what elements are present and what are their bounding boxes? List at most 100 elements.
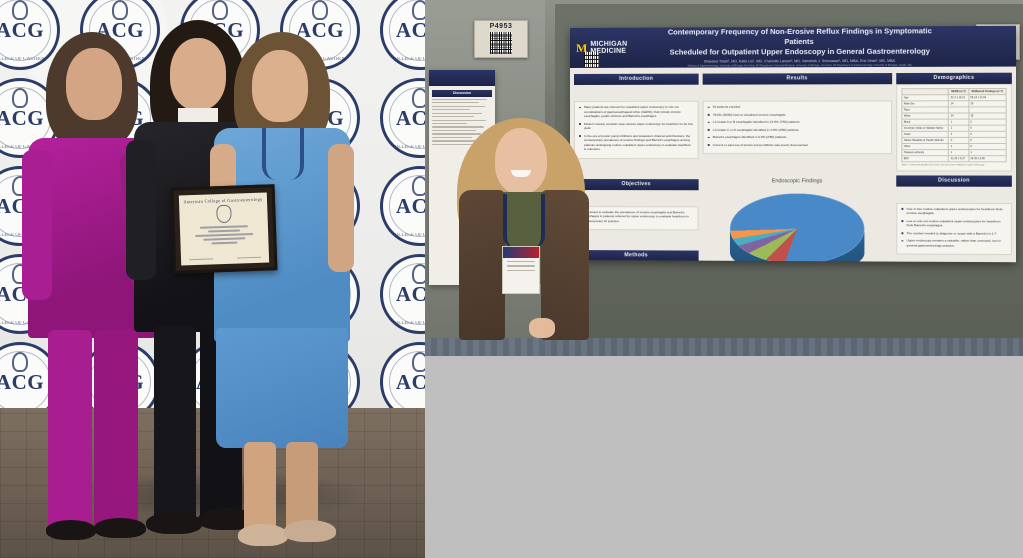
- leg-left: [48, 330, 92, 530]
- section-introduction: Introduction Many patients are referred …: [573, 73, 699, 175]
- poster-affiliations: ¹Division of Gastroenterology, Universit…: [687, 64, 912, 68]
- acg-logo: ACGAMERICAN COLLEGE OF GASTROENTEROLOGY: [0, 0, 60, 70]
- poster-presenter: [455, 112, 589, 356]
- shoe-right: [198, 508, 256, 530]
- face: [66, 48, 122, 120]
- section-objectives: Objectives We aimed to evaluate the prev…: [573, 178, 699, 247]
- lanyard: [503, 194, 545, 248]
- research-poster: M MICHIGAN MEDICINE Contemporary Frequen…: [570, 25, 1017, 263]
- bullet-item: LA Grade C or D esophagitis identified i…: [708, 127, 887, 132]
- conference-badge: [502, 246, 540, 294]
- certificate-mat: American College of Gastroenterology: [178, 192, 270, 266]
- section-heading: Demographics: [896, 72, 1012, 85]
- bullet-item: Current or past use of proton pump inhib…: [708, 143, 887, 148]
- arm-left: [126, 140, 156, 280]
- poster-column-left: Introduction Many patients are referred …: [573, 73, 699, 263]
- bullet-item: Upper endoscopy remains a valuable, rath…: [901, 238, 1006, 248]
- poster-column-center: Results 50 patients enrolled. 78.0% (39/5…: [702, 73, 893, 263]
- bullet-item: The number needed to diagnose or scope w…: [901, 231, 1006, 236]
- chart-title: Endoscopic Findings: [771, 178, 823, 185]
- poster-column-right: Demographics NERD (n=?) EE/Barrett Findin…: [896, 72, 1012, 258]
- poster-session-photo: P4953 P4954 Discussion M MICHIGAN MEDICI…: [425, 0, 1023, 356]
- demographics-table: NERD (n=?) EE/Barrett Findings (n=?) Age 51…: [901, 88, 1007, 162]
- arm-right: [328, 144, 354, 272]
- lanyard: [262, 128, 304, 180]
- bullet-item: We aimed to evaluate the prevalence of e…: [579, 210, 694, 224]
- poster-title-line2: Scheduled for Outpatient Upper Endoscopy…: [669, 46, 930, 57]
- badge-header: [503, 247, 539, 258]
- placard-number: P4953: [489, 23, 513, 30]
- adjacent-poster-body-lines: [429, 98, 495, 146]
- shoe-left: [146, 512, 202, 534]
- leg-right: [94, 330, 138, 530]
- shoe-left: [238, 524, 288, 546]
- section-body: We aimed to evaluate the prevalence of e…: [573, 205, 699, 231]
- acg-logo: ACGAMERICAN COLLEGE OF GASTROENTEROLOGY: [380, 254, 425, 334]
- shoe-left: [46, 520, 96, 540]
- table-row: BMI 31.25 ± 9.27 29.39 ± 5.86: [901, 155, 1007, 162]
- table-cell: BMI: [901, 155, 949, 162]
- pie-chart: [703, 187, 892, 263]
- bullet-item: Modern society consider open access uppe…: [579, 122, 694, 131]
- acg-logo: ACGAMERICAN COLLEGE OF GASTROENTEROLOGY: [380, 0, 425, 70]
- institution-name: MICHIGAN MEDICINE: [590, 40, 628, 55]
- table-cell: 29.39 ± 5.86: [968, 155, 1007, 162]
- person-blue-dress: [210, 28, 370, 558]
- section-heading: Objectives: [573, 178, 699, 191]
- bullet-item: In the era of proton pump inhibitors and…: [579, 134, 694, 152]
- acg-award-ceremony-photo: ACGAMERICAN COLLEGE OF GASTROENTEROLOGY A…: [0, 0, 425, 558]
- bullet-item: Many patients are referred for outpatien…: [579, 105, 694, 119]
- pie-3d: [729, 187, 865, 263]
- leg-left: [244, 442, 276, 540]
- michigan-medicine-logo: M MICHIGAN MEDICINE: [570, 41, 656, 55]
- table-cell: 31.25 ± 9.27: [948, 155, 969, 162]
- bullet-item: Low or rule-out routine outpatient upper…: [901, 219, 1006, 228]
- section-discussion: Discussion One in four routine outpatien…: [896, 174, 1012, 262]
- jacket-left: [459, 190, 505, 340]
- poster-title-block: Contemporary Frequency of Non-Erosive Re…: [656, 26, 1016, 68]
- endoscopic-findings-chart: Endoscopic Findings NERDLA Grade ALA Gra…: [703, 174, 892, 263]
- section-heading: Discussion: [896, 174, 1012, 187]
- certificate-arch-text: American College of Gastroenterology: [183, 196, 263, 205]
- section-body: NERD (n=?) EE/Barrett Findings (n=?) Age 51…: [896, 84, 1012, 172]
- section-heading: Results: [702, 73, 893, 85]
- jacket-right: [541, 190, 589, 340]
- certificate-seal-icon: [215, 205, 232, 224]
- pie-top: [729, 192, 865, 263]
- arm-left: [22, 150, 52, 300]
- poster-placard-left: P4953: [474, 20, 528, 58]
- acg-logo: ACGAMERICAN COLLEGE OF GASTROENTEROLOGY: [380, 78, 425, 158]
- bullet-item: Barrett's esophagus identified in 4.0% (…: [708, 135, 887, 140]
- section-demographics: Demographics NERD (n=?) EE/Barrett Findin…: [896, 72, 1012, 172]
- poster-qr-code-icon: [583, 51, 600, 67]
- leg-left: [154, 326, 196, 522]
- certificate-text-lines: [190, 225, 259, 245]
- hand: [529, 318, 555, 338]
- face: [252, 50, 308, 122]
- section-body: One in four routine outpatient upper end…: [896, 202, 1012, 256]
- adjacent-poster-header: [429, 70, 495, 86]
- bullet-item: LA Grade A or B esophagitis identified i…: [708, 120, 887, 125]
- qr-code-icon: [490, 32, 512, 54]
- face: [170, 38, 226, 110]
- shoe-right: [94, 518, 146, 538]
- face: [495, 128, 547, 194]
- skirt: [216, 328, 348, 448]
- adjacent-poster-section-heading: Discussion: [432, 90, 492, 97]
- poster-header: M MICHIGAN MEDICINE Contemporary Frequen…: [570, 25, 1017, 68]
- bullet-item: 50 patients enrolled.: [708, 105, 887, 110]
- bullet-item: 78.0% (39/50) had no visualized erosive …: [708, 112, 887, 117]
- poster-authors: Shavana Totah¹, MD, Katie Liu¹, MD, Char…: [703, 58, 896, 64]
- poster-columns: Introduction Many patients are referred …: [570, 69, 1016, 263]
- section-heading: Introduction: [573, 73, 699, 86]
- section-body: Many patients are referred for outpatien…: [573, 100, 699, 159]
- certificate-signature-lines: [189, 256, 262, 261]
- table-note: Table 1. Cohort demographics by erosive …: [901, 164, 985, 167]
- acg-logo: ACGAMERICAN COLLEGE OF GASTROENTEROLOGY: [380, 166, 425, 246]
- section-body: 50 patients enrolled. 78.0% (39/50) had n…: [702, 100, 893, 155]
- shoe-right: [284, 520, 336, 542]
- hall-floor-strip: [425, 338, 1023, 356]
- poster-title-line1: Contemporary Frequency of Non-Erosive Re…: [667, 25, 932, 46]
- award-certificate: American College of Gastroenterology: [170, 184, 278, 274]
